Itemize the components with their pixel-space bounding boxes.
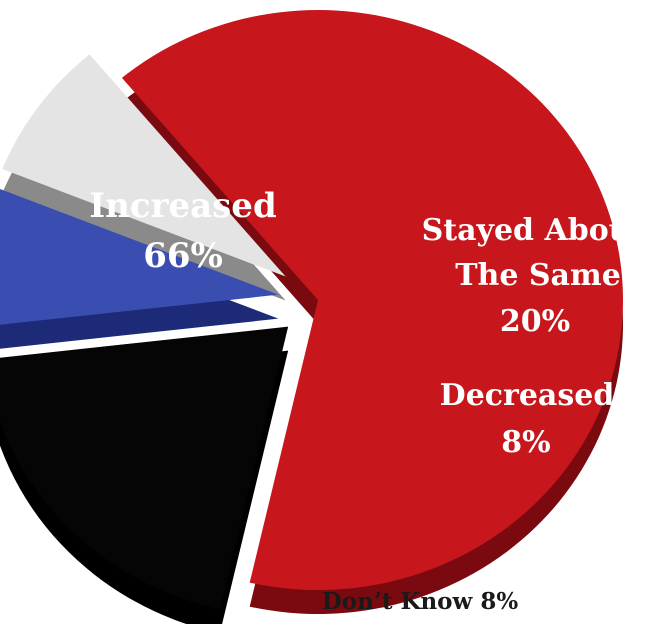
label-decreased-value: 8% <box>501 425 550 460</box>
label-decreased-name: Decreased <box>440 378 615 413</box>
slice-decreased <box>0 189 279 325</box>
label-increased-value: 66% <box>143 236 223 276</box>
slice-tops <box>0 10 623 610</box>
slice-dont-know <box>2 54 286 277</box>
label-dont-know: Don’t Know 8% <box>322 588 519 615</box>
slice-labels: Increased 66% Stayed About The Same 20% … <box>89 186 644 615</box>
slice-stayed <box>0 326 289 610</box>
label-stayed-value: 20% <box>500 304 570 339</box>
label-increased-name: Increased <box>89 186 276 226</box>
slice-increased <box>121 10 623 591</box>
label-stayed-line1: Stayed About <box>422 213 645 248</box>
label-stayed-line2: The Same <box>455 258 621 293</box>
